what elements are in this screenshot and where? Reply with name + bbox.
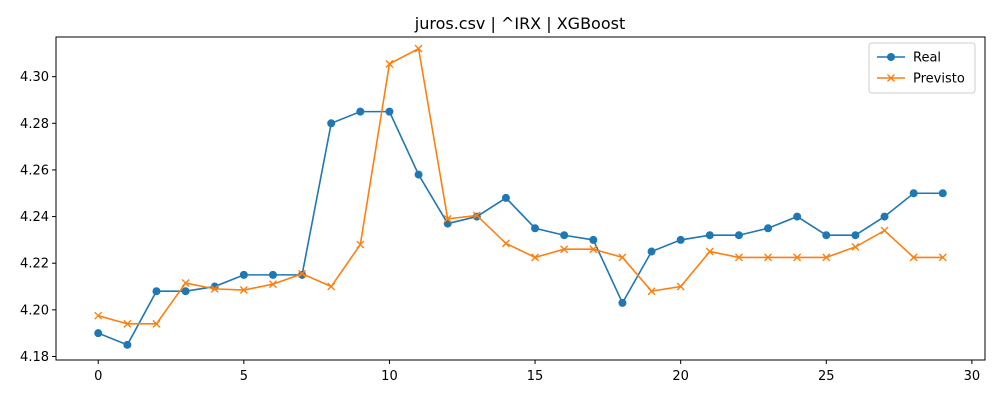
data-point-previsto <box>589 245 598 254</box>
chart-title: juros.csv | ^IRX | XGBoost <box>414 14 625 33</box>
data-point-previsto <box>705 247 714 256</box>
data-point-real <box>531 224 540 233</box>
x-tick-label: 30 <box>964 369 981 384</box>
y-tick-label: 4.26 <box>20 163 49 178</box>
data-point-real <box>647 247 656 256</box>
data-point-real <box>385 107 394 116</box>
data-point-previsto <box>764 253 773 262</box>
data-point-previsto <box>268 280 277 289</box>
data-point-real <box>909 189 918 198</box>
data-point-real <box>822 231 831 240</box>
series-line-previsto <box>98 47 943 325</box>
legend-item-previsto: Previsto <box>877 72 965 87</box>
legend-item-real: Real <box>877 51 941 66</box>
data-point-previsto <box>734 253 743 262</box>
data-point-real <box>356 107 365 116</box>
data-point-previsto <box>560 245 569 254</box>
series-line-real <box>97 110 943 346</box>
data-point-previsto <box>443 214 452 223</box>
data-point-previsto <box>356 240 365 249</box>
data-point-real <box>268 270 277 279</box>
y-tick-label: 4.20 <box>20 303 49 318</box>
x-tick-label: 15 <box>527 369 544 384</box>
data-point-real <box>472 212 481 221</box>
x-tick-label: 0 <box>94 369 102 384</box>
plot-frame <box>55 36 986 361</box>
y-tick-label: 4.30 <box>20 70 49 85</box>
data-point-real <box>181 287 190 296</box>
data-point-previsto <box>647 287 656 296</box>
y-tick-label: 4.18 <box>20 350 49 365</box>
data-point-previsto <box>880 226 889 235</box>
legend-box <box>868 42 976 94</box>
data-point-previsto <box>210 284 219 293</box>
data-point-real <box>764 224 773 233</box>
data-point-previsto <box>822 253 831 262</box>
data-point-real <box>880 212 889 221</box>
data-point-previsto <box>123 319 132 328</box>
data-point-previsto <box>618 253 627 262</box>
data-point-real <box>734 231 743 240</box>
data-point-previsto <box>327 282 336 291</box>
data-point-previsto <box>152 319 161 328</box>
data-point-real <box>501 193 510 202</box>
data-point-real <box>94 329 103 338</box>
data-point-real <box>123 340 132 349</box>
data-point-previsto <box>501 239 510 248</box>
data-point-previsto <box>676 282 685 291</box>
legend-label: Previsto <box>913 72 965 87</box>
data-point-real <box>793 212 802 221</box>
data-point-real <box>705 231 714 240</box>
data-point-previsto <box>472 211 481 220</box>
legend-label: Real <box>913 51 941 66</box>
data-point-previsto <box>909 253 918 262</box>
x-tick-label: 25 <box>818 369 835 384</box>
plot-series <box>94 44 947 349</box>
x-tick-label: 20 <box>672 369 689 384</box>
axes: 0 5 10 15 20 25 30 4.18 4.20 4.22 4.24 4.26 4.28 4.30 <box>20 36 986 384</box>
data-point-real <box>239 270 248 279</box>
data-point-previsto <box>94 311 103 320</box>
data-point-previsto <box>181 279 190 288</box>
data-point-previsto <box>385 59 394 68</box>
y-tick-label: 4.24 <box>20 210 49 225</box>
data-point-real <box>327 119 336 128</box>
data-point-real <box>152 287 161 296</box>
y-tick-label: 4.22 <box>20 257 49 272</box>
data-point-real <box>676 235 685 244</box>
data-point-previsto <box>531 253 540 262</box>
data-point-real <box>298 270 307 279</box>
data-point-real <box>938 189 947 198</box>
data-point-previsto <box>414 44 423 53</box>
y-tick-label: 4.28 <box>20 117 49 132</box>
data-point-real <box>618 298 627 307</box>
data-point-previsto <box>851 242 860 251</box>
data-point-real <box>589 235 598 244</box>
data-point-previsto <box>793 253 802 262</box>
data-point-previsto <box>938 253 947 262</box>
data-point-real <box>851 231 860 240</box>
x-tick-label: 10 <box>381 369 398 384</box>
legend: Real Previsto <box>868 42 976 94</box>
data-point-previsto <box>298 269 307 278</box>
data-point-real <box>560 231 569 240</box>
data-point-real <box>414 170 423 179</box>
x-tick-label: 5 <box>240 369 248 384</box>
data-point-previsto <box>239 286 248 295</box>
